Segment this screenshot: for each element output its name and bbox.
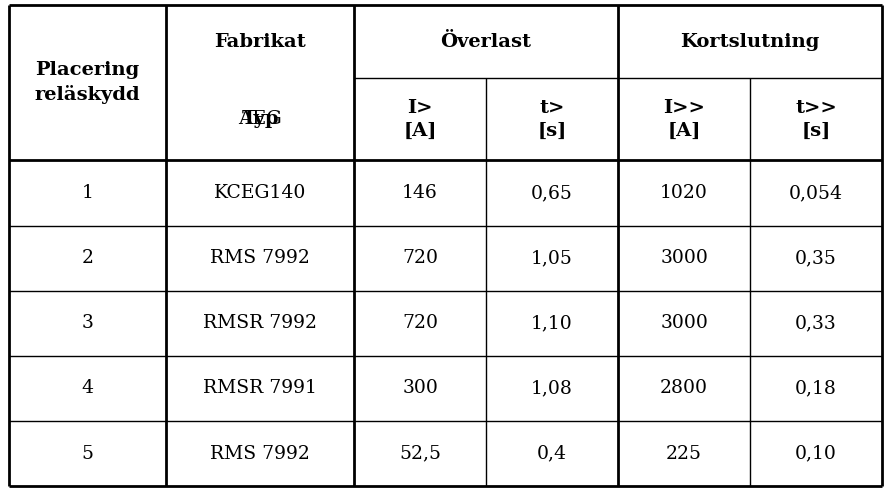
Text: t>>
[s]: t>> [s]	[796, 99, 837, 139]
Text: 52,5: 52,5	[399, 444, 441, 463]
Text: 1: 1	[82, 184, 94, 202]
Text: 146: 146	[402, 184, 438, 202]
Text: KCEG140: KCEG140	[214, 184, 307, 202]
Text: I>>
[A]: I>> [A]	[663, 99, 705, 139]
Text: t>
[s]: t> [s]	[537, 99, 567, 139]
Text: 5: 5	[82, 444, 94, 463]
Text: 2800: 2800	[660, 380, 708, 397]
Text: Placering
reläskydd: Placering reläskydd	[35, 61, 141, 104]
Text: 0,18: 0,18	[795, 380, 837, 397]
Text: RMS 7992: RMS 7992	[210, 444, 310, 463]
Text: 3000: 3000	[660, 249, 708, 267]
Text: 0,35: 0,35	[795, 249, 837, 267]
Text: 0,10: 0,10	[795, 444, 837, 463]
Text: 1,08: 1,08	[531, 380, 573, 397]
Text: 225: 225	[666, 444, 702, 463]
Text: 2: 2	[82, 249, 94, 267]
Text: RMS 7992: RMS 7992	[210, 249, 310, 267]
Text: Överlast: Överlast	[441, 33, 532, 51]
Text: 0,054: 0,054	[789, 184, 843, 202]
Text: 3000: 3000	[660, 314, 708, 332]
Text: 1020: 1020	[660, 184, 708, 202]
Text: I>
[A]: I> [A]	[404, 99, 437, 139]
Text: 0,33: 0,33	[796, 314, 837, 332]
Text: RMSR 7991: RMSR 7991	[203, 380, 317, 397]
Text: 1,05: 1,05	[531, 249, 573, 267]
Text: 0,4: 0,4	[537, 444, 567, 463]
Text: Typ: Typ	[241, 110, 279, 129]
Text: Fabrikat: Fabrikat	[215, 33, 307, 51]
Text: AEG: AEG	[238, 110, 282, 129]
Text: 4: 4	[82, 380, 94, 397]
Text: RMSR 7992: RMSR 7992	[203, 314, 317, 332]
Text: 1,10: 1,10	[531, 314, 573, 332]
Text: 720: 720	[402, 314, 438, 332]
Text: Kortslutning: Kortslutning	[681, 33, 820, 51]
Text: 3: 3	[82, 314, 94, 332]
Text: 0,65: 0,65	[531, 184, 573, 202]
Text: 720: 720	[402, 249, 438, 267]
Text: 300: 300	[402, 380, 438, 397]
